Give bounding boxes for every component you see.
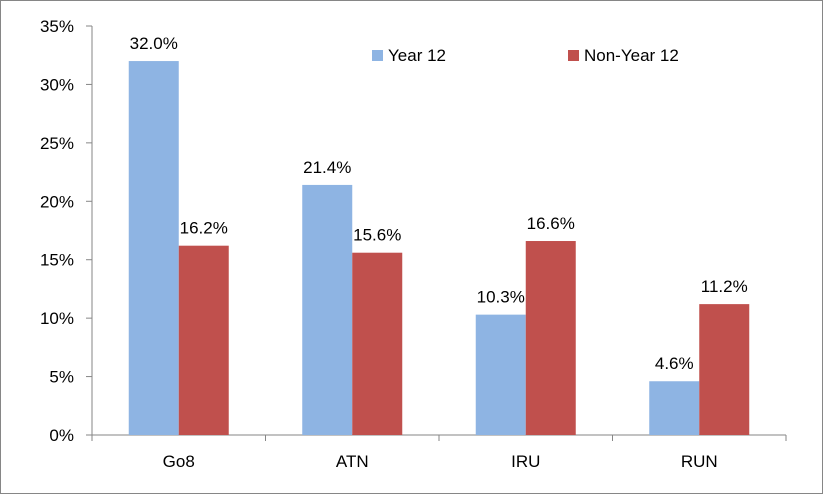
data-label: 10.3% [477, 288, 525, 307]
data-label: 15.6% [353, 226, 401, 245]
bar-non-year-12-go8 [178, 245, 229, 435]
y-tick-label: 35% [40, 17, 74, 36]
legend-swatch [568, 50, 579, 61]
legend-label: Non-Year 12 [584, 46, 679, 65]
x-tick-label: ATN [336, 452, 369, 471]
bar-year-12-atn [302, 184, 353, 435]
data-label: 11.2% [701, 277, 748, 296]
legend-label: Year 12 [388, 46, 446, 65]
y-tick-label: 25% [40, 134, 74, 153]
data-labels: 32.0% 16.2% 21.4% 15.6% 10.3% 16.6% 4.6% 11.2% [130, 34, 748, 373]
bar-year-12-go8 [128, 61, 179, 436]
bar-year-12-run [649, 381, 700, 435]
data-label: 21.4% [303, 158, 351, 177]
x-tick-label: Go8 [163, 452, 195, 471]
bar-non-year-12-run [699, 304, 750, 435]
data-label: 4.6% [655, 354, 694, 373]
bar-non-year-12-atn [352, 252, 403, 435]
legend: Year 12 Non-Year 12 [372, 46, 679, 65]
y-tick-label: 10% [40, 309, 74, 328]
y-tick-label: 20% [40, 192, 74, 211]
x-tick-label: IRU [511, 452, 540, 471]
data-label: 32.0% [130, 34, 178, 53]
bars [128, 61, 750, 436]
bar-year-12-iru [475, 314, 526, 435]
data-label: 16.2% [180, 219, 228, 238]
y-tick-label: 0% [49, 426, 74, 445]
data-label: 16.6% [527, 214, 575, 233]
x-tick-label: RUN [681, 452, 718, 471]
legend-swatch [372, 50, 383, 61]
y-tick-label: 5% [49, 368, 74, 387]
y-tick-label: 30% [40, 75, 74, 94]
bar-non-year-12-iru [525, 241, 576, 435]
y-tick-label: 15% [40, 251, 74, 270]
